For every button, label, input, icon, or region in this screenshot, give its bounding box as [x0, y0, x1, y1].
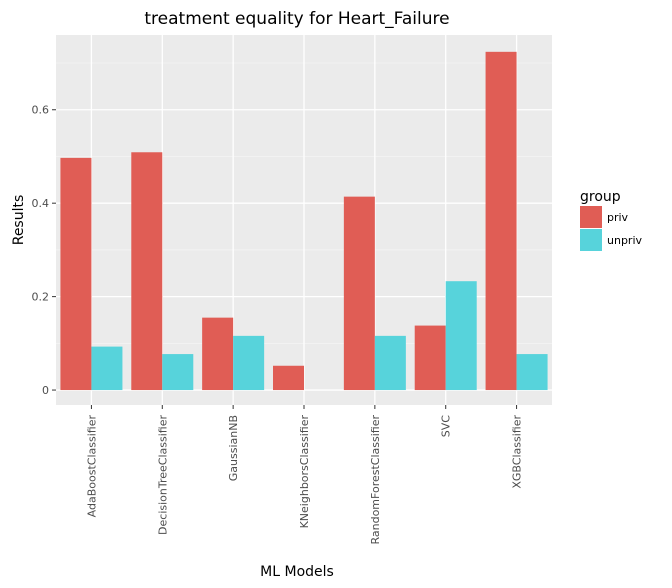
- chart-title: treatment equality for Heart_Failure: [144, 9, 449, 29]
- bar-priv: [485, 51, 517, 391]
- y-tick-label: 0.4: [32, 197, 50, 210]
- bar-unpriv: [162, 354, 194, 391]
- bar-unpriv: [91, 346, 123, 391]
- legend-title: group: [580, 189, 621, 205]
- y-tick-label: 0: [42, 384, 49, 397]
- legend: group priv unpriv: [580, 189, 643, 251]
- x-tick-label: KNeighborsClassifier: [298, 415, 311, 529]
- bars: [60, 51, 548, 391]
- x-tick-label: SVC: [440, 415, 453, 438]
- bar-unpriv: [516, 354, 548, 391]
- bar-unpriv: [445, 281, 477, 391]
- x-tick-label: XGBClassifier: [511, 415, 524, 489]
- bar-priv: [343, 196, 375, 391]
- bar-priv: [273, 365, 304, 391]
- bar-priv: [131, 152, 163, 391]
- bar-priv: [414, 325, 446, 391]
- legend-label-unpriv: unpriv: [607, 234, 643, 247]
- x-tick-label: RandomForestClassifier: [369, 415, 382, 545]
- legend-label-priv: priv: [607, 211, 629, 224]
- bar-unpriv: [374, 335, 406, 391]
- x-axis-title: ML Models: [260, 564, 334, 580]
- x-tick-label: AdaBoostClassifier: [85, 415, 98, 518]
- bar-priv: [202, 317, 234, 391]
- y-axis-title: Results: [11, 195, 27, 246]
- legend-key-priv: [580, 206, 602, 228]
- bar-unpriv: [233, 335, 265, 391]
- x-tick-label: DecisionTreeClassifier: [156, 415, 169, 535]
- legend-key-unpriv: [580, 229, 602, 251]
- y-tick-label: 0.6: [32, 104, 50, 117]
- y-tick-label: 0.2: [32, 291, 50, 304]
- x-axis: AdaBoostClassifier DecisionTreeClassifier…: [85, 405, 524, 545]
- x-tick-label: GaussianNB: [227, 415, 240, 481]
- bar-priv: [60, 157, 92, 391]
- y-axis: 0 0.2 0.4 0.6: [32, 104, 56, 397]
